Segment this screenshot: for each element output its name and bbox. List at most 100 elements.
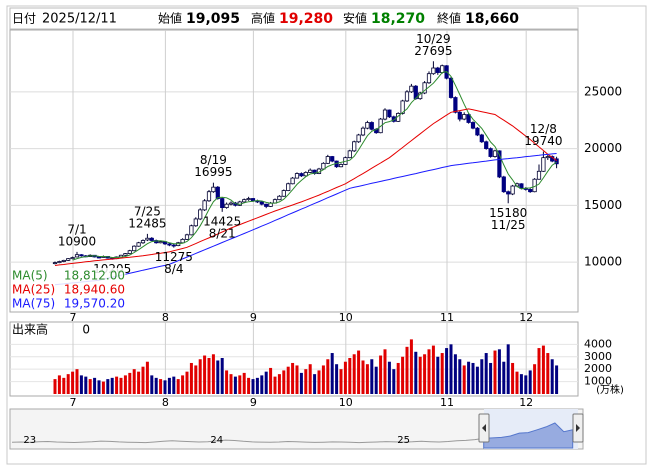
volume-bar (519, 374, 523, 394)
volume-bar (361, 360, 365, 394)
volume-bar (453, 354, 457, 394)
candle-body (554, 158, 559, 165)
volume-bar (115, 376, 119, 394)
volume-bar (383, 349, 387, 394)
volume-bar (194, 365, 198, 394)
candle-body (352, 141, 357, 152)
x-tick-label: 9 (250, 396, 257, 409)
volume-bar (475, 366, 479, 394)
volume-bar (97, 380, 101, 394)
candle-body (79, 254, 84, 257)
volume-bar (330, 353, 334, 394)
candle-body (369, 122, 374, 130)
volume-bar (348, 358, 352, 394)
high: 19,280 (279, 11, 333, 27)
volume-bar (326, 359, 330, 394)
volume-bar (229, 374, 233, 394)
volume-bar (277, 374, 281, 394)
volume-bar (343, 361, 347, 394)
candle-body (193, 218, 198, 227)
volume-bar (370, 359, 374, 394)
volume-bar (185, 371, 189, 394)
candle-body (281, 190, 286, 197)
legend-value: 18,940.60 (64, 283, 125, 297)
volume-bar (427, 349, 431, 394)
legend-name: MA(75) (12, 297, 55, 311)
volume-bar (396, 362, 400, 394)
candle-body (145, 237, 150, 241)
candle-body (136, 242, 141, 247)
volume-bar (493, 350, 497, 394)
candle-body (479, 134, 484, 143)
volume-bar (66, 374, 70, 394)
volume-bar (541, 345, 545, 394)
volume-bar (62, 377, 66, 394)
candle-body (294, 173, 300, 179)
candle-body (409, 85, 414, 93)
volume-bar (374, 366, 378, 394)
y-tick-label: 25000 (584, 84, 622, 98)
volume-bar (141, 366, 145, 394)
volume-bar (123, 375, 127, 394)
volume-bar (181, 375, 185, 394)
x-tick-label: 8 (162, 311, 169, 324)
candle-body (470, 122, 476, 129)
volume-bar (71, 371, 75, 394)
open: 19,095 (186, 11, 240, 27)
x-tick-label: 12 (519, 396, 533, 409)
candle-body (206, 191, 212, 202)
annotation-price: 12485 (128, 216, 166, 230)
y-tick-label: 15000 (584, 198, 622, 212)
candle-body (510, 185, 515, 195)
close: 18,660 (465, 11, 519, 27)
candle-body (202, 200, 207, 211)
candle-body (123, 253, 128, 256)
candle-body (96, 256, 102, 259)
volume-bar (423, 354, 427, 394)
volume-bar (189, 362, 193, 394)
candle-body (171, 244, 176, 247)
candle-body (382, 109, 388, 120)
candle-body (360, 127, 366, 136)
volume-bar (401, 356, 405, 394)
candle-body (140, 240, 146, 244)
candle-body (158, 241, 163, 244)
volume-bar (537, 348, 541, 394)
volume-bar (247, 377, 251, 394)
annotation-date: 7/1 (67, 222, 86, 236)
volume-bar (335, 364, 339, 394)
candle-body (528, 189, 533, 193)
volume-bar (269, 367, 273, 394)
annotation-date: 11/25 (491, 218, 526, 232)
candle-body (365, 122, 370, 129)
volume-bar (555, 365, 559, 394)
candle-body (330, 156, 335, 162)
volume-unit: (万株) (596, 383, 624, 396)
volume-bar (167, 377, 171, 394)
volume-bar (321, 365, 325, 394)
volume-bar (515, 371, 519, 394)
navigator-tick-label: 24 (210, 435, 223, 446)
candle-body (290, 177, 295, 185)
volume-value: 0 (82, 323, 90, 337)
volume-bar (198, 359, 202, 394)
volume-bar (255, 377, 259, 394)
low-label: 安値 (343, 11, 367, 26)
candle-body (448, 77, 454, 98)
x-tick-label: 9 (250, 311, 257, 324)
x-tick-label: 11 (440, 311, 454, 324)
ma-line (54, 108, 557, 266)
volume-bar (339, 369, 343, 394)
candle-body (356, 134, 361, 143)
volume-bar (405, 346, 409, 394)
candle-body (52, 262, 58, 265)
volume-bar (462, 365, 466, 394)
volume-bar (458, 359, 462, 394)
volume-tick-label: 3000 (584, 350, 612, 363)
volume-bar (387, 361, 391, 394)
volume-bar (449, 344, 453, 394)
candle-body (308, 169, 313, 173)
candle-body (220, 198, 225, 208)
candle-body (74, 254, 80, 258)
